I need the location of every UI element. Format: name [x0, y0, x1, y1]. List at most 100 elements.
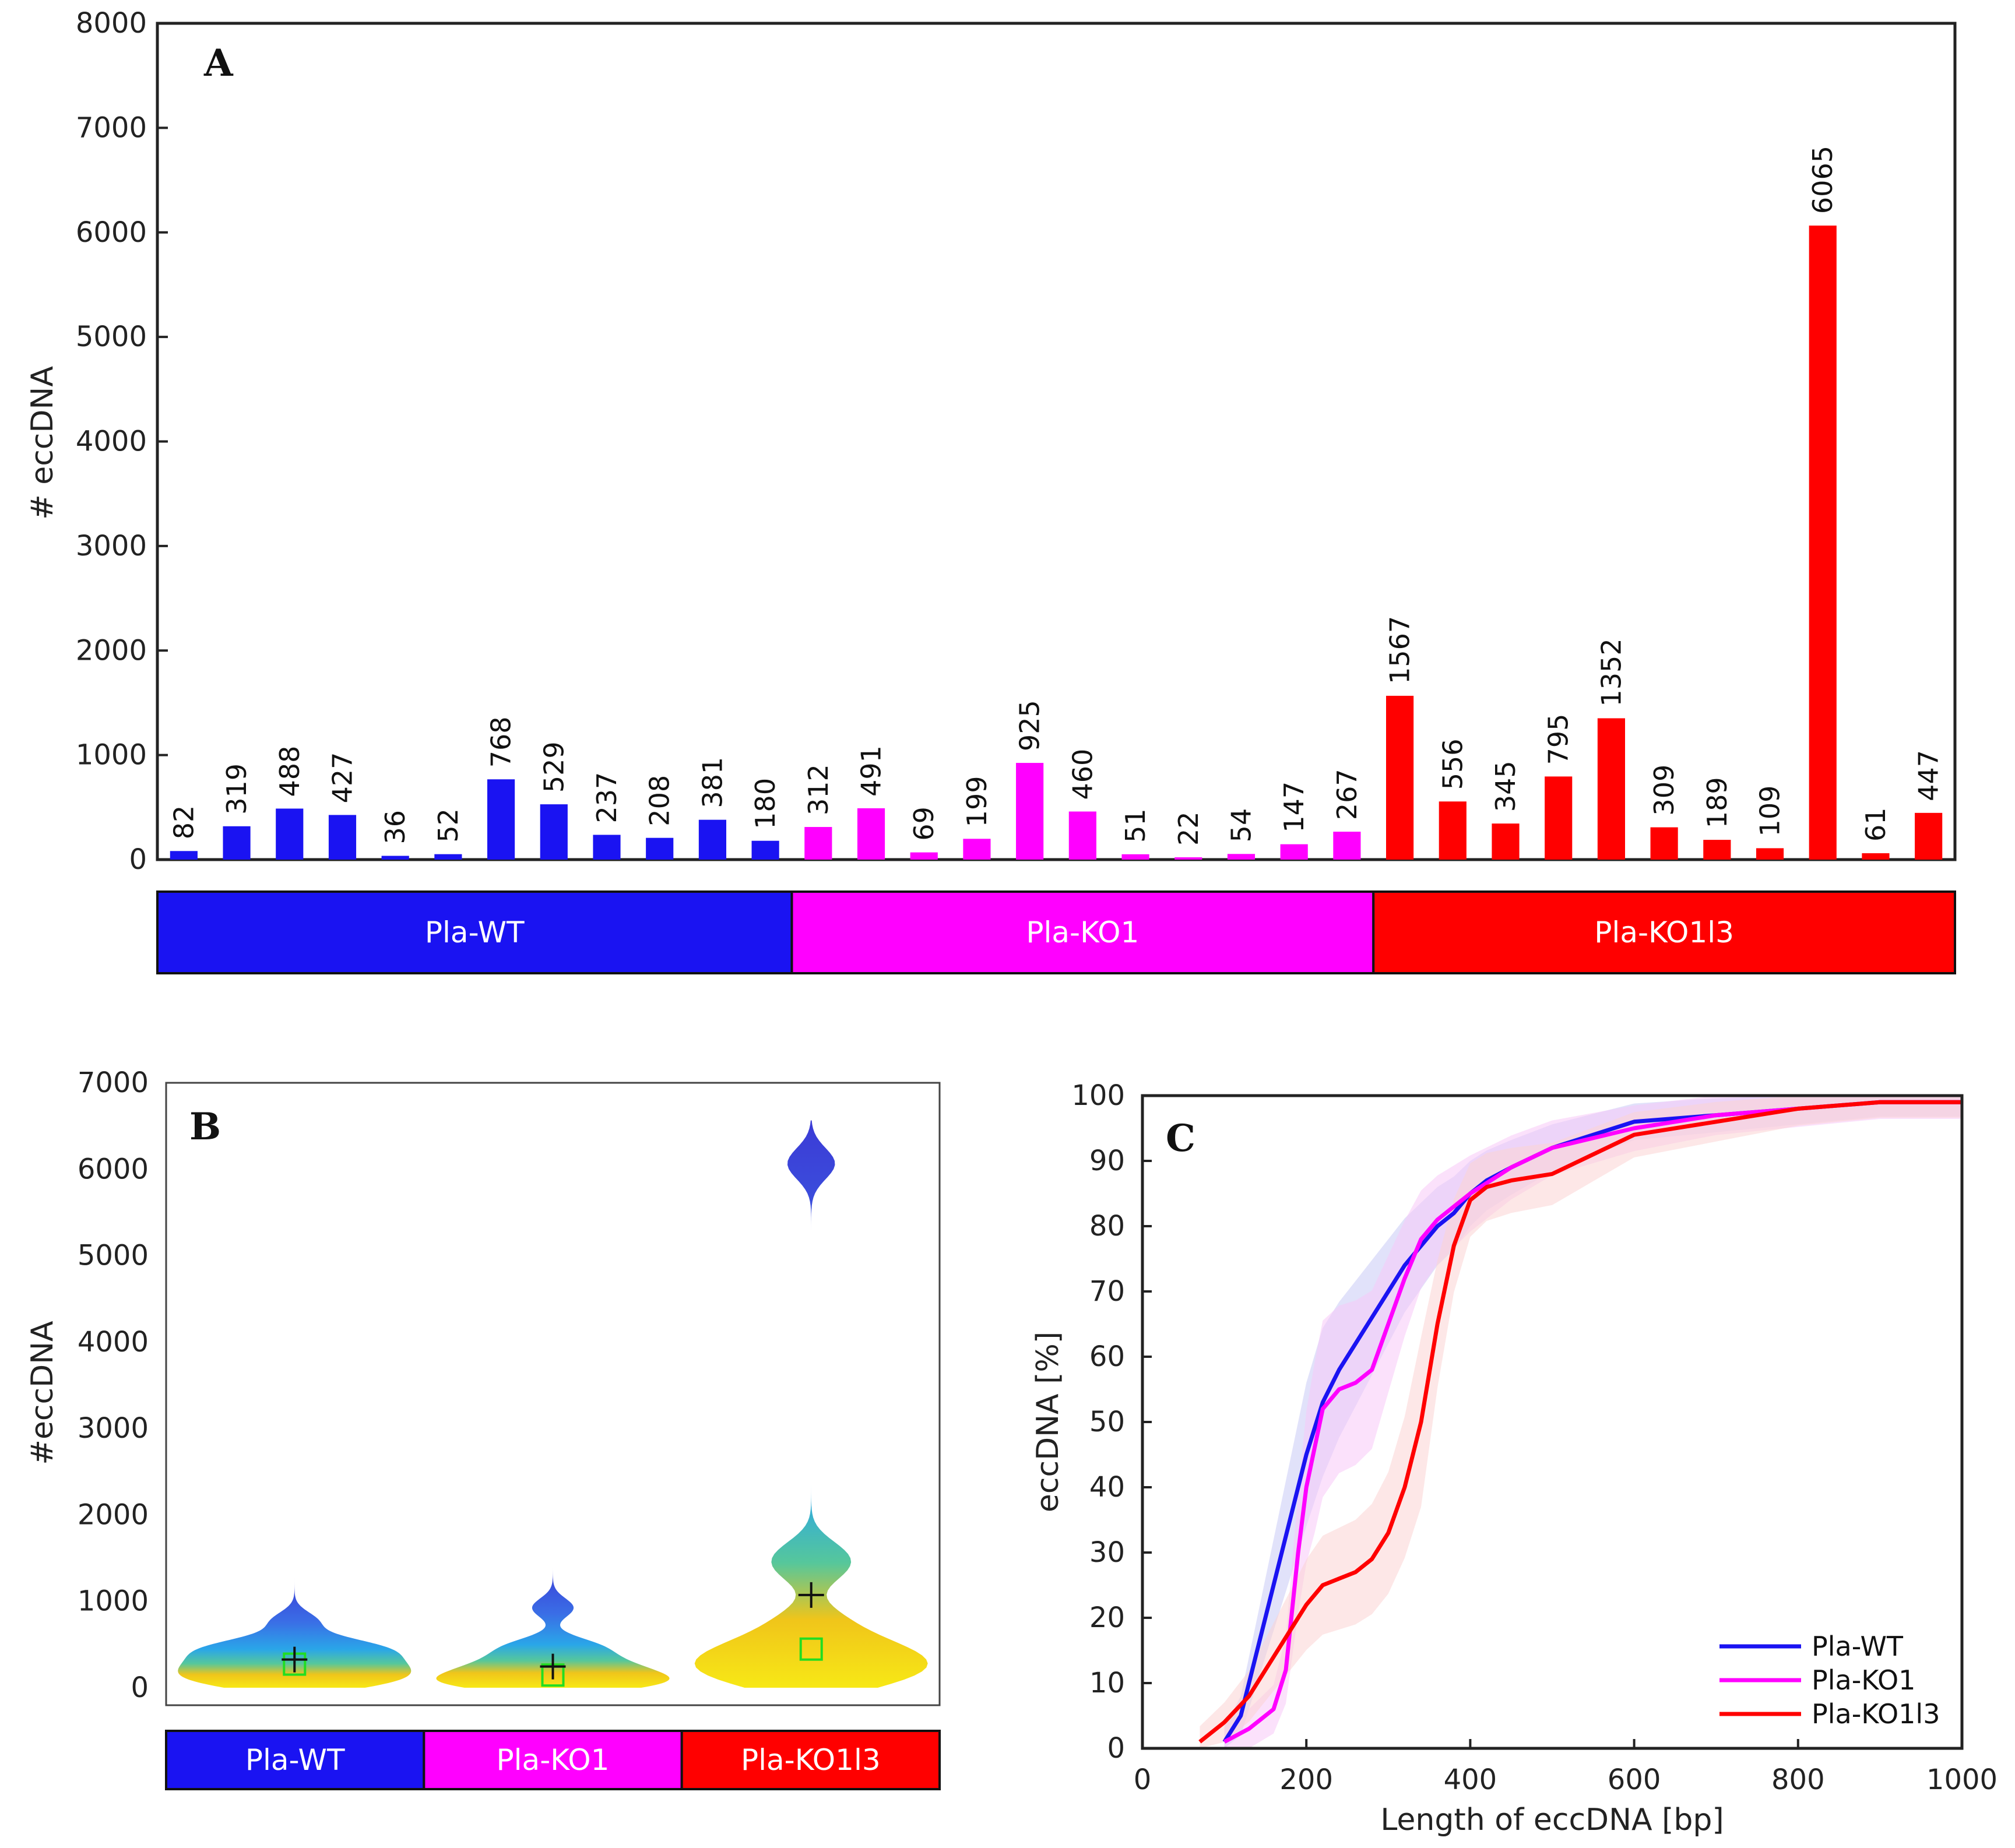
- panel-b-y-tick-label: 0: [131, 1671, 149, 1704]
- panel-a-group-block: [790, 890, 1375, 974]
- panel-a-bar: [1333, 832, 1361, 860]
- panel-c-series-line: [1222, 1100, 1962, 1743]
- panel-a-bar: [381, 856, 409, 860]
- panel-a-bar: [1862, 853, 1890, 860]
- panel-b-y-tick-label: 7000: [78, 1066, 149, 1099]
- panel-a-bar: [1545, 776, 1573, 860]
- panel-a-bar: [1280, 844, 1308, 860]
- panel-a-bar: [1016, 763, 1044, 860]
- panel-c-y-tick-label: 90: [1089, 1145, 1125, 1177]
- panel-a-bar: [1386, 695, 1414, 860]
- panel-c-y-tick-label: 30: [1089, 1536, 1125, 1569]
- panel-c-y-tick-label: 10: [1089, 1667, 1125, 1699]
- panel-a-data-label: 319: [221, 763, 252, 815]
- panel-c-y-tick-label: 80: [1089, 1210, 1125, 1242]
- panel-a-data-label: 427: [326, 752, 358, 804]
- panel-a-data-label: 189: [1701, 777, 1733, 828]
- panel-a-data-label: 1567: [1384, 616, 1416, 684]
- panel-a-data-label: 54: [1225, 808, 1257, 843]
- panel-b-y-tick-label: 3000: [78, 1412, 149, 1445]
- panel-c-y-tick-label: 60: [1089, 1340, 1125, 1373]
- panel-a-group-block: [1372, 890, 1957, 974]
- panel-a-bar: [963, 839, 991, 860]
- panel-b-y-axis: 0 1000 2000 3000 4000 5000 6000 7000: [78, 1066, 149, 1704]
- panel-a-data-label: 109: [1754, 786, 1786, 837]
- panel-a-axes-box: [156, 22, 1957, 861]
- panel-a-bar: [276, 808, 304, 860]
- panel-a-data-label: 460: [1067, 749, 1098, 800]
- panel-c-series-line: [1198, 1100, 1962, 1744]
- panel-c-x-tick-label: 200: [1279, 1763, 1333, 1796]
- panel-a-data-label: 925: [1014, 700, 1046, 751]
- panel-a-data-label: 6065: [1807, 146, 1838, 214]
- panel-a-group-label: Pla-KO1: [1026, 916, 1139, 949]
- panel-b-y-label: #eccDNA: [25, 1321, 60, 1465]
- panel-c-y-tick-label: 0: [1107, 1732, 1125, 1765]
- panel-c-y-tick-label: 50: [1089, 1406, 1125, 1438]
- panel-c-legend-label: Pla-WT: [1812, 1631, 1904, 1662]
- panel-b-y-tick-label: 6000: [78, 1153, 149, 1185]
- panel-a-bar: [1227, 854, 1256, 860]
- panel-a-bar: [751, 840, 779, 860]
- panel-b-y-tick-label: 2000: [78, 1498, 149, 1531]
- panel-c-letter: C: [1166, 1117, 1195, 1160]
- panel-b-group-bar: Pla-WT Pla-KO1 Pla-KO1l3: [165, 1730, 941, 1790]
- panel-a-y-tick-label: 2000: [76, 634, 147, 667]
- panel-a-data-label: 488: [274, 746, 305, 797]
- panel-b-mean-marker: [798, 1582, 824, 1608]
- panel-c-y-label: eccDNA [%]: [1031, 1332, 1065, 1512]
- panel-a-data-label: 795: [1543, 714, 1574, 765]
- panel-a-y-tick-label: 7000: [76, 111, 147, 144]
- panel-a-bar: [540, 804, 568, 860]
- panel-a-bar: [593, 835, 621, 860]
- panel-a-bar: [646, 837, 674, 860]
- panel-b-group-block: [165, 1730, 425, 1790]
- panel-b-y-tick-label: 1000: [78, 1585, 149, 1618]
- panel-b-violin: [694, 1120, 928, 1688]
- panel-a-bar: [1121, 854, 1149, 860]
- panel-a-y-tick-label: 8000: [76, 7, 147, 40]
- panel-a-bar: [328, 815, 357, 860]
- panel-a-group-bar: Pla-WT Pla-KO1 Pla-KO1l3: [156, 890, 1957, 974]
- panel-c-x-tick-label: 0: [1134, 1763, 1152, 1796]
- panel-a-bar: [487, 779, 515, 860]
- panel-a-bar: [1809, 226, 1837, 860]
- panel-a-y-tick-label: 4000: [76, 425, 147, 458]
- panel-a-bar: [1492, 823, 1520, 860]
- panel-a: A 0 1000 2000 3000 4000 5000 6000 7000 8000 # ec…: [25, 7, 1957, 974]
- panel-a-bar: [1174, 857, 1202, 860]
- panel-b-mean-marker: [540, 1653, 566, 1680]
- panel-c-y-tick-label: 100: [1071, 1079, 1125, 1112]
- panel-a-bar: [434, 854, 462, 860]
- panel-a-bar: [1650, 827, 1678, 860]
- panel-a-bar: [1068, 811, 1096, 860]
- panel-a-data-label: 309: [1648, 765, 1680, 816]
- panel-b-violin: [178, 1578, 412, 1688]
- panel-b-group-label: Pla-WT: [245, 1743, 345, 1777]
- panel-c-x-tick-label: 800: [1771, 1763, 1825, 1796]
- panel-a-data-label: 147: [1278, 782, 1310, 833]
- panel-a-data-label: 237: [591, 772, 623, 823]
- panel-a-bar: [1756, 848, 1784, 860]
- panel-c-y-axis: 0 10 20 30 40 50 60 70 80 90 100: [1071, 1079, 1152, 1765]
- panel-b-group-block: [423, 1730, 683, 1790]
- panel-a-bar: [1915, 812, 1943, 860]
- panel-a-data-label: 1352: [1595, 638, 1627, 706]
- panel-b-median-marker: [799, 1637, 823, 1661]
- panel-b-group-label: Pla-KO1l3: [741, 1743, 881, 1777]
- panel-c-x-label: Length of eccDNA [bp]: [1380, 1803, 1724, 1838]
- panel-b-axes-box: [165, 1082, 941, 1706]
- panel-a-letter: A: [203, 41, 234, 85]
- panel-a-data-label: 69: [908, 807, 940, 841]
- panel-a-data-label: 491: [856, 745, 887, 797]
- panel-c: C 0 10 20 30 40 50 60 70 80 90 100 0 200 400 600 800 10…: [1031, 1079, 1998, 1838]
- panel-b-letter: B: [189, 1105, 221, 1149]
- panel-a-y-tick-label: 0: [129, 843, 147, 876]
- panel-a-group-block: [156, 890, 793, 974]
- panel-a-data-label: 768: [486, 716, 517, 768]
- panel-a-data-label: 52: [432, 808, 464, 843]
- panel-c-y-tick-label: 40: [1089, 1471, 1125, 1504]
- panel-a-bar: [857, 808, 885, 860]
